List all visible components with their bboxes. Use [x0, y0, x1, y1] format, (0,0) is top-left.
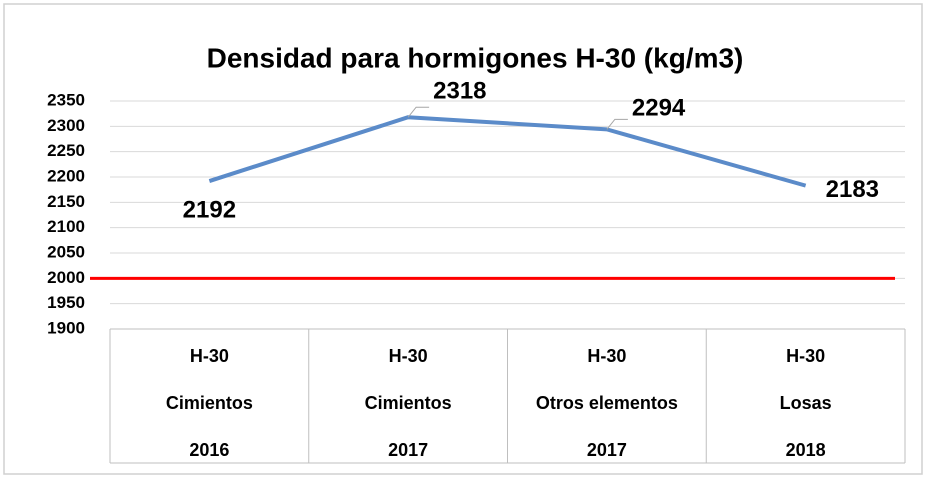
y-tick-label: 2150: [47, 192, 85, 211]
x-tick-label: Cimientos: [365, 393, 452, 413]
y-tick-label: 2050: [47, 242, 85, 261]
leader-line: [407, 106, 430, 118]
leader-line: [606, 118, 628, 130]
y-tick-label: 1900: [47, 318, 85, 337]
x-tick-label: H-30: [587, 346, 626, 366]
y-tick-label: 2200: [47, 166, 85, 185]
chart-frame: [3, 3, 923, 475]
y-tick-label: 2250: [47, 141, 85, 160]
y-tick-label: 1950: [47, 293, 85, 312]
x-tick-label: 2017: [587, 440, 627, 460]
x-tick-label: 2017: [388, 440, 428, 460]
x-tick-label: H-30: [389, 346, 428, 366]
y-tick-label: 2300: [47, 116, 85, 135]
x-tick-label: Otros elementos: [536, 393, 678, 413]
data-label: 2183: [826, 176, 879, 203]
data-label: 2192: [183, 196, 236, 223]
x-tick-label: Cimientos: [166, 393, 253, 413]
data-label: 2318: [433, 78, 486, 105]
x-tick-label: 2016: [189, 440, 229, 460]
x-tick-label: 2018: [786, 440, 826, 460]
chart-title: Densidad para hormigones H-30 (kg/m3): [207, 42, 744, 73]
data-line: [208, 115, 807, 188]
y-tick-label: 2100: [47, 217, 85, 236]
x-tick-label: H-30: [786, 346, 825, 366]
y-tick-label: 2000: [47, 268, 85, 287]
y-tick-label: 2350: [47, 90, 85, 109]
x-tick-label: Losas: [780, 393, 832, 413]
data-label: 2294: [632, 95, 686, 122]
x-tick-label: H-30: [190, 346, 229, 366]
